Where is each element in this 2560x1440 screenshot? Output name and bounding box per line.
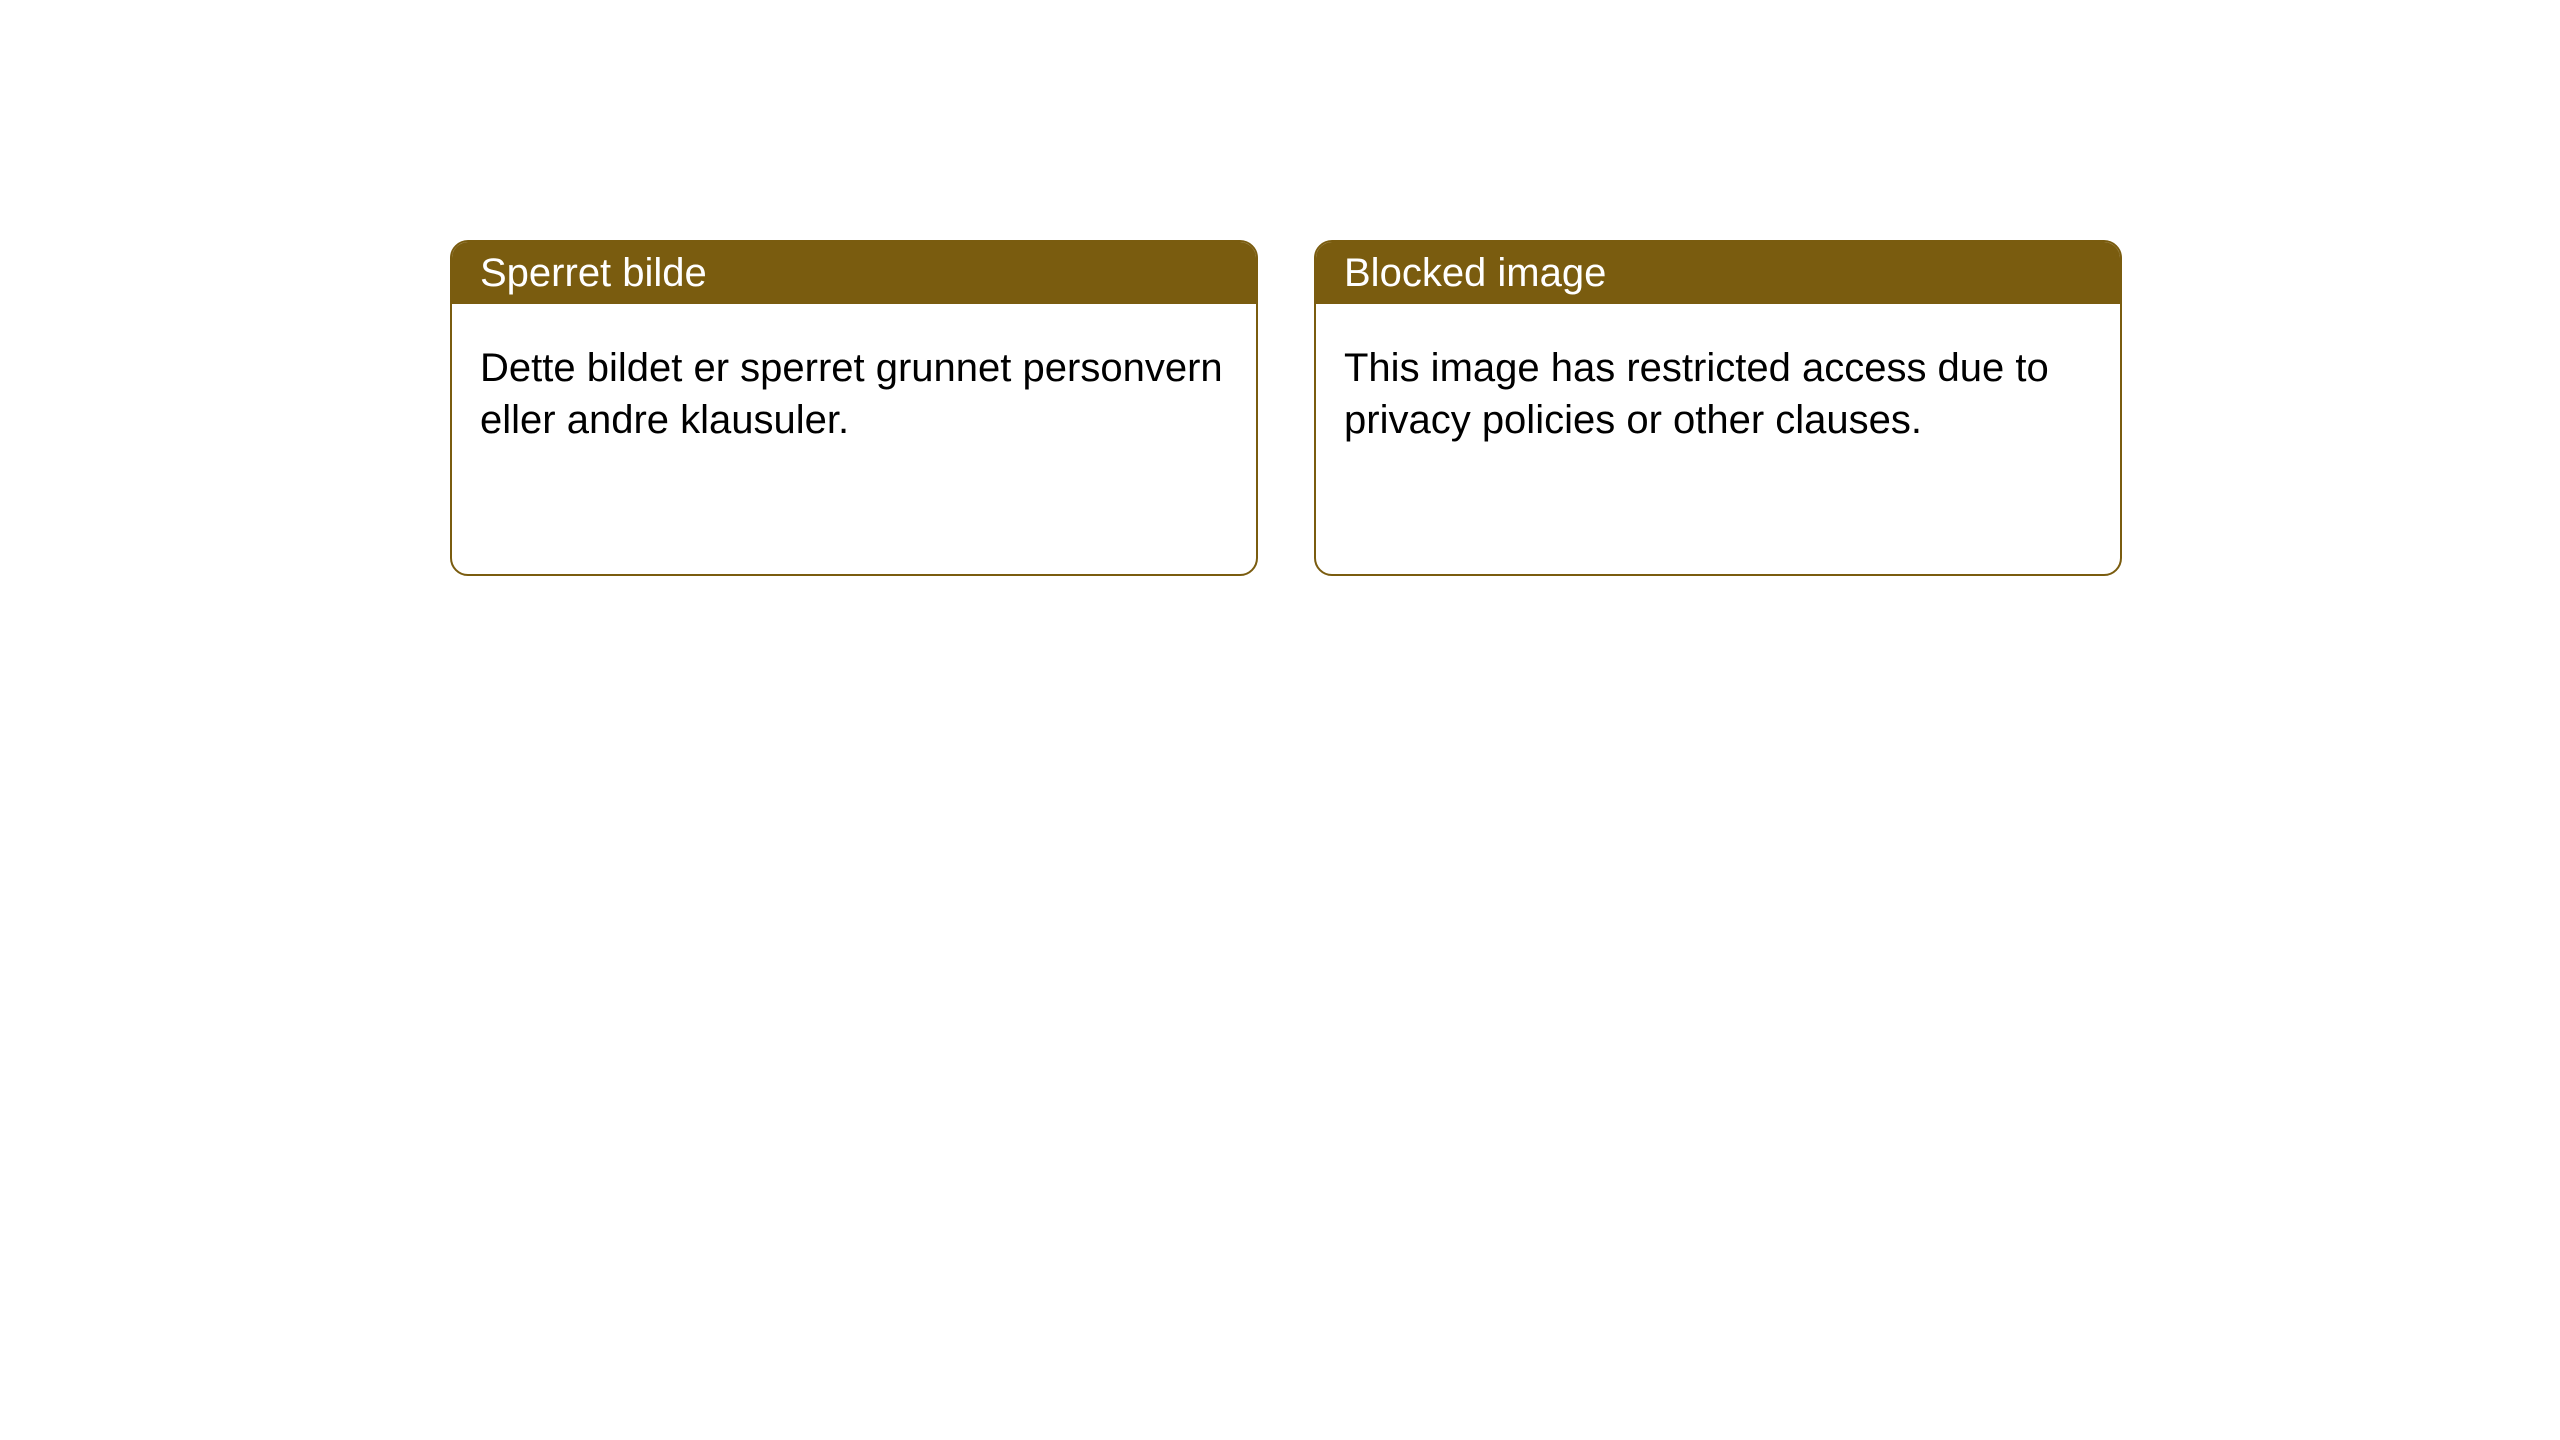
card-text-en: This image has restricted access due to … — [1344, 346, 2049, 442]
cards-container: Sperret bilde Dette bildet er sperret gr… — [0, 0, 2560, 576]
card-header-en: Blocked image — [1316, 242, 2120, 304]
card-text-no: Dette bildet er sperret grunnet personve… — [480, 346, 1223, 442]
card-header-no: Sperret bilde — [452, 242, 1256, 304]
blocked-image-card-en: Blocked image This image has restricted … — [1314, 240, 2122, 576]
card-title-en: Blocked image — [1344, 251, 1606, 296]
card-title-no: Sperret bilde — [480, 251, 707, 296]
card-body-en: This image has restricted access due to … — [1316, 304, 2120, 484]
card-body-no: Dette bildet er sperret grunnet personve… — [452, 304, 1256, 484]
blocked-image-card-no: Sperret bilde Dette bildet er sperret gr… — [450, 240, 1258, 576]
